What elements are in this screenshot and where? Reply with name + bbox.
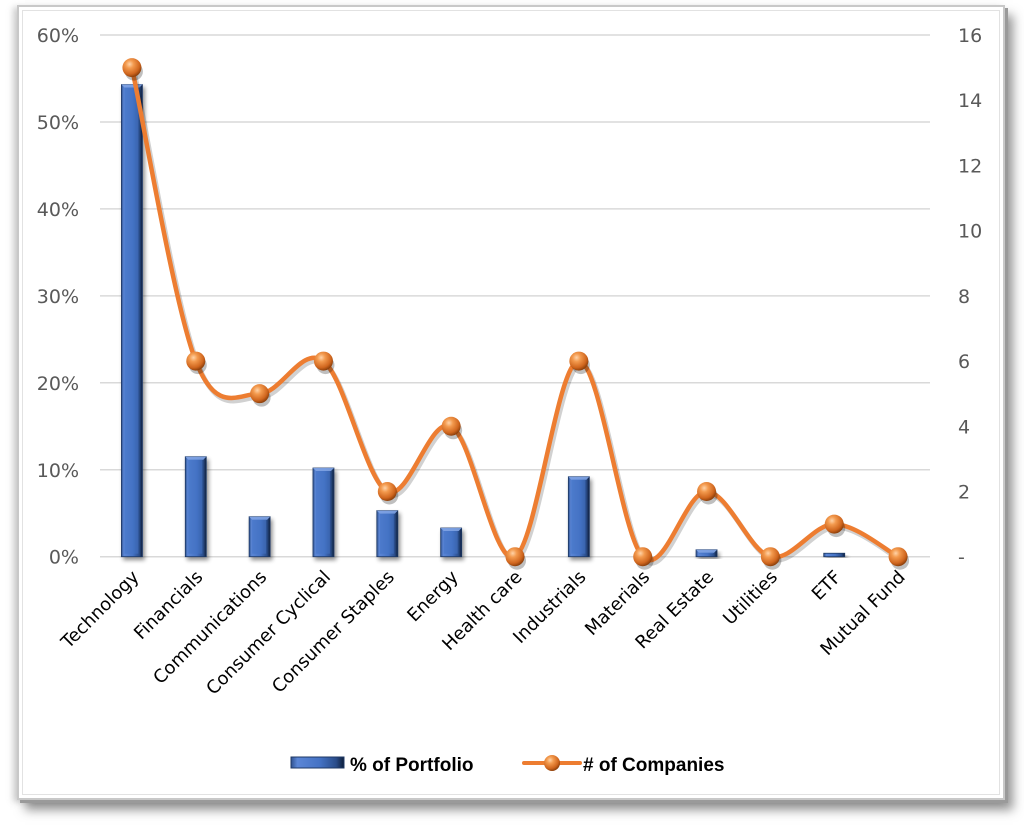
right-axis-tick-label: - <box>958 547 965 569</box>
marker-energy-icon <box>441 416 461 436</box>
gridlines <box>100 34 930 558</box>
right-axis-tick-label: 6 <box>958 351 970 373</box>
category-label: Utilities <box>719 567 782 630</box>
chart-legend: % of Portfolio # of Companies <box>290 755 724 776</box>
marker-health-care-icon <box>505 547 525 567</box>
companies-line <box>129 65 901 563</box>
category-label: Consumer Cyclical <box>202 567 335 700</box>
marker-real-estate-icon <box>697 481 717 501</box>
left-axis-tick-label: 0% <box>49 547 79 569</box>
left-axis-tick-label: 20% <box>37 373 79 395</box>
legend-label: # of Companies <box>583 755 724 776</box>
bar-consumer-cyclical <box>312 467 335 558</box>
chart-frame <box>17 5 1005 800</box>
marker-industrials-icon <box>569 351 589 371</box>
left-axis-tick-label: 10% <box>37 460 79 482</box>
right-axis-tick-label: 12 <box>958 155 982 177</box>
right-axis-tick-label: 10 <box>958 221 982 243</box>
legend-item-percent-of-portfolio: % of Portfolio <box>290 755 473 776</box>
bar-technology <box>121 84 143 558</box>
left-axis-tick-label: 50% <box>37 112 79 134</box>
legend-item-number-of-companies: # of Companies <box>522 755 724 776</box>
left-axis-tick-label: 40% <box>37 199 79 221</box>
category-label: Energy <box>403 566 463 626</box>
category-label: Communications <box>149 567 271 689</box>
right-axis-tick-label: 4 <box>958 416 970 438</box>
bar-series-percent-of-portfolio <box>121 84 846 558</box>
marker-consumer-staples-icon <box>377 481 397 501</box>
left-axis-tick-label: 30% <box>37 286 79 308</box>
bar-real-estate <box>695 549 718 558</box>
legend-bar-swatch-icon <box>290 756 345 769</box>
marker-mutual-fund-icon <box>888 547 908 567</box>
bar-industrials <box>567 476 590 558</box>
marker-financials-icon <box>186 351 206 371</box>
right-axis-tick-label: 8 <box>958 286 970 308</box>
left-y-axis: 0% 10% 20% 30% 40% 50% 60% <box>37 25 79 569</box>
marker-materials-icon <box>633 547 653 567</box>
line-series-number-of-companies <box>122 58 910 570</box>
marker-technology-icon <box>122 58 142 78</box>
marker-etf-icon <box>824 514 844 534</box>
x-axis-category-labels: TechnologyFinancialsCommunicationsConsum… <box>57 566 910 699</box>
right-axis-tick-label: 2 <box>958 481 970 503</box>
marker-consumer-cyclical-icon <box>313 351 333 371</box>
bar-energy <box>440 527 463 558</box>
legend-label: % of Portfolio <box>350 755 473 776</box>
marker-communications-icon <box>250 384 270 404</box>
bar-communications <box>248 516 271 558</box>
marker-utilities-icon <box>760 547 780 567</box>
right-axis-tick-label: 16 <box>958 25 982 47</box>
right-y-axis: - 2 4 6 8 10 12 14 16 <box>958 25 982 569</box>
right-axis-tick-label: 14 <box>958 90 982 112</box>
category-label: ETF <box>808 567 846 605</box>
bar-etf <box>823 552 846 558</box>
legend-marker-icon <box>544 755 560 771</box>
category-label: Consumer Staples <box>268 567 399 698</box>
category-label: Technology <box>57 566 144 653</box>
left-axis-tick-label: 60% <box>37 25 79 47</box>
bar-consumer-staples <box>376 510 399 558</box>
bar-financials <box>184 456 207 558</box>
